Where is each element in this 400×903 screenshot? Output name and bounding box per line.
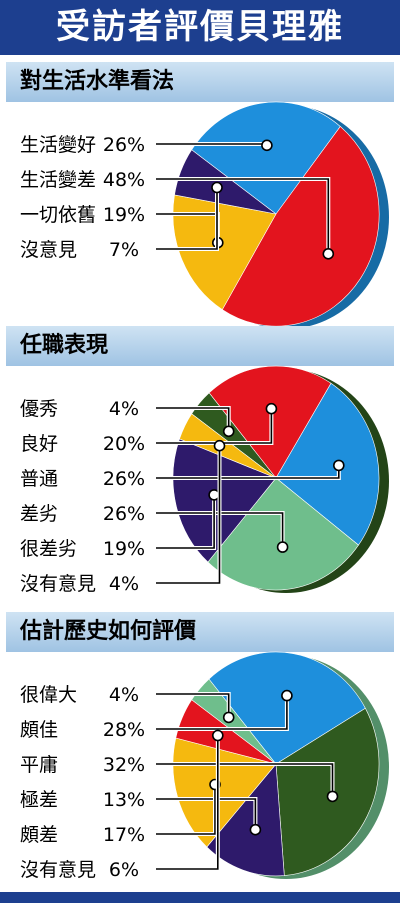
data-point-marker [249,823,262,836]
leader-line [156,693,230,718]
chart-panel-history: 估計歷史如何評價 很偉大 4% 頗佳 28% 平庸 32% 極差 13% 頗差 17% 沒有意見 6% [6,612,394,888]
category-label: 良好 [20,433,58,455]
pie-slice [174,149,277,215]
chart-title: 對生活水準看法 [6,62,394,102]
category-label: 沒有意見 [20,573,96,595]
leader-line [156,735,219,870]
bottom-rule [0,892,400,903]
pie-slice [221,126,380,327]
data-point-marker [261,139,273,152]
leader-line [156,445,221,584]
value-label: 26% [103,503,145,525]
category-label: 很差劣 [20,538,77,560]
data-point-marker [276,541,289,553]
data-point-marker [211,181,223,194]
category-label: 極差 [20,789,58,811]
category-label: 生活變差 [20,169,96,191]
value-label: 19% [103,204,145,226]
leader-line [156,178,330,254]
value-label: 4% [109,398,139,420]
value-label: 17% [103,824,145,846]
category-label: 頗差 [20,824,58,846]
pie-slice [275,707,380,876]
value-label: 26% [103,134,145,156]
category-label: 平庸 [20,754,58,776]
value-label: 19% [103,538,145,560]
chart-panel-performance: 任職表現 優秀 4% 良好 20% 普通 26% 差劣 26% 很差劣 19% 沒有意見 4% [6,326,394,602]
value-label: 7% [109,239,139,261]
pie-slice [172,194,277,311]
value-label: 6% [109,859,139,881]
category-label: 差劣 [20,503,58,525]
leader-line [156,407,230,432]
pie-chart-living-standards: 生活變好 26% 生活變差 48% 一切依舊 19% 沒意見 7% [20,101,389,329]
leader-line [156,763,334,797]
category-label: 很偉大 [20,684,77,706]
leader-line [156,798,257,830]
value-label: 4% [109,684,139,706]
data-point-marker [332,459,345,472]
pie-slice [172,438,277,563]
data-point-marker [213,439,226,452]
category-label: 一切依舊 [20,204,96,226]
value-label: 48% [103,169,145,191]
value-label: 32% [103,754,145,776]
value-label: 20% [103,433,145,455]
chart-title: 估計歷史如何評價 [6,612,394,652]
category-label: 頗佳 [20,719,58,741]
pie-chart-performance: 優秀 4% 良好 20% 普通 26% 差劣 26% 很差劣 19% 沒有意見 4% [20,365,389,595]
pie-slice [191,101,341,215]
value-label: 13% [103,789,145,811]
pie-slice [175,699,277,765]
category-label: 普通 [20,468,58,490]
data-point-marker [265,402,278,415]
pie-slice [275,382,380,546]
chart-title: 任職表現 [6,326,394,366]
leader-line [156,784,216,835]
page-title: 受訪者評價貝理雅 [0,0,400,55]
value-label: 4% [109,573,139,595]
chart-panel-living-standards: 對生活水準看法 生活變好 26% 生活變差 48% 一切依舊 19% 沒意見 7% [6,62,394,338]
category-label: 生活變好 [20,134,96,156]
data-point-marker [212,729,224,742]
pie-chart-history: 很偉大 4% 頗佳 28% 平庸 32% 極差 13% 頗差 17% 沒有意見 6% [20,651,389,881]
data-point-marker [281,689,293,702]
data-point-marker [222,425,235,438]
value-label: 26% [103,468,145,490]
data-point-marker [326,790,339,803]
leader-line [156,408,273,444]
leader-line [156,512,284,548]
data-point-marker [222,711,235,724]
leader-line [156,187,218,250]
value-label: 28% [103,719,145,741]
pie-slice [206,763,285,877]
category-label: 沒有意見 [20,859,96,881]
pie-slice [179,413,277,479]
leader-line [156,695,288,730]
category-label: 優秀 [20,398,58,420]
leader-line [156,494,215,549]
category-label: 沒意見 [20,239,77,261]
data-point-marker [322,248,335,260]
